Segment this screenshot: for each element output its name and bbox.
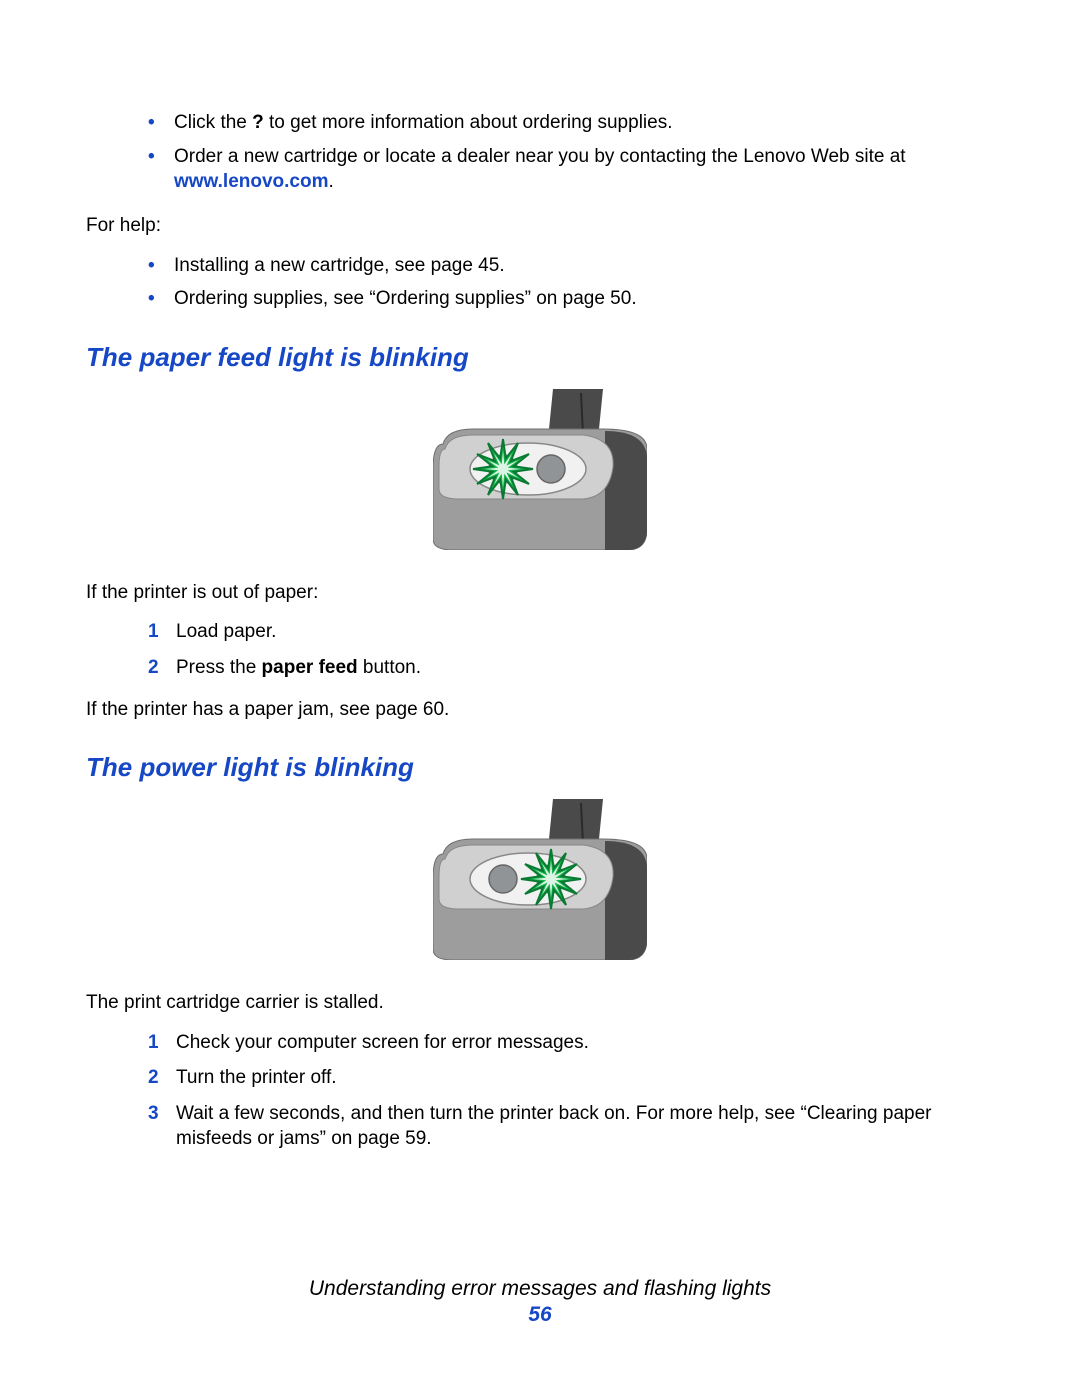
step-number: 3 <box>148 1101 159 1127</box>
intro-bullet-2-prefix: Order a new cartridge or locate a dealer… <box>174 146 906 167</box>
section2-steps: 1 Check your computer screen for error m… <box>86 1030 994 1153</box>
intro-bullet-2-suffix: . <box>329 171 334 192</box>
intro-bullet-1: Click the ? to get more information abou… <box>148 110 994 136</box>
step-text: Turn the printer off. <box>176 1067 337 1088</box>
figure-power-light <box>86 799 994 968</box>
printer-paper-feed-icon <box>433 389 647 550</box>
figure-paper-feed <box>86 389 994 558</box>
section2-intro: The print cartridge carrier is stalled. <box>86 990 994 1016</box>
section2-step-2: 2 Turn the printer off. <box>148 1065 994 1091</box>
footer-title: Understanding error messages and flashin… <box>0 1277 1080 1301</box>
for-help-list: Installing a new cartridge, see page 45.… <box>86 253 994 312</box>
footer-page-number: 56 <box>0 1303 1080 1327</box>
step-text: Wait a few seconds, and then turn the pr… <box>176 1103 931 1150</box>
section-heading-power-light: The power light is blinking <box>86 750 994 785</box>
printer-power-light-icon <box>433 799 647 960</box>
for-help-label: For help: <box>86 213 994 239</box>
step-text-after: button. <box>358 657 421 678</box>
step-number: 1 <box>148 619 159 645</box>
step-text-bold: paper feed <box>262 657 358 678</box>
intro-bullet-1-prefix: Click the <box>174 112 252 133</box>
section1-step-2: 2 Press the paper feed button. <box>148 655 994 681</box>
section1-after: If the printer has a paper jam, see page… <box>86 697 994 723</box>
step-number: 2 <box>148 1065 159 1091</box>
step-number: 1 <box>148 1030 159 1056</box>
step-text: Check your computer screen for error mes… <box>176 1032 589 1053</box>
page-content: Click the ? to get more information abou… <box>86 110 994 1152</box>
intro-bullet-1-rest: to get more information about ordering s… <box>264 112 673 133</box>
for-help-item-1: Installing a new cartridge, see page 45. <box>148 253 994 279</box>
step-number: 2 <box>148 655 159 681</box>
section1-intro: If the printer is out of paper: <box>86 580 994 606</box>
section2-step-1: 1 Check your computer screen for error m… <box>148 1030 994 1056</box>
intro-bullet-1-bold: ? <box>252 112 264 133</box>
intro-bullet-list: Click the ? to get more information abou… <box>86 110 994 195</box>
section2-step-3: 3 Wait a few seconds, and then turn the … <box>148 1101 994 1152</box>
section1-steps: 1 Load paper. 2 Press the paper feed but… <box>86 619 994 680</box>
step-text-before: Press the <box>176 657 262 678</box>
step-text: Load paper. <box>176 621 276 642</box>
lenovo-link[interactable]: www.lenovo.com <box>174 171 329 192</box>
section-heading-paper-feed: The paper feed light is blinking <box>86 340 994 375</box>
intro-bullet-2: Order a new cartridge or locate a dealer… <box>148 144 994 195</box>
page-footer: Understanding error messages and flashin… <box>0 1277 1080 1327</box>
section1-step-1: 1 Load paper. <box>148 619 994 645</box>
for-help-item-2: Ordering supplies, see “Ordering supplie… <box>148 286 994 312</box>
